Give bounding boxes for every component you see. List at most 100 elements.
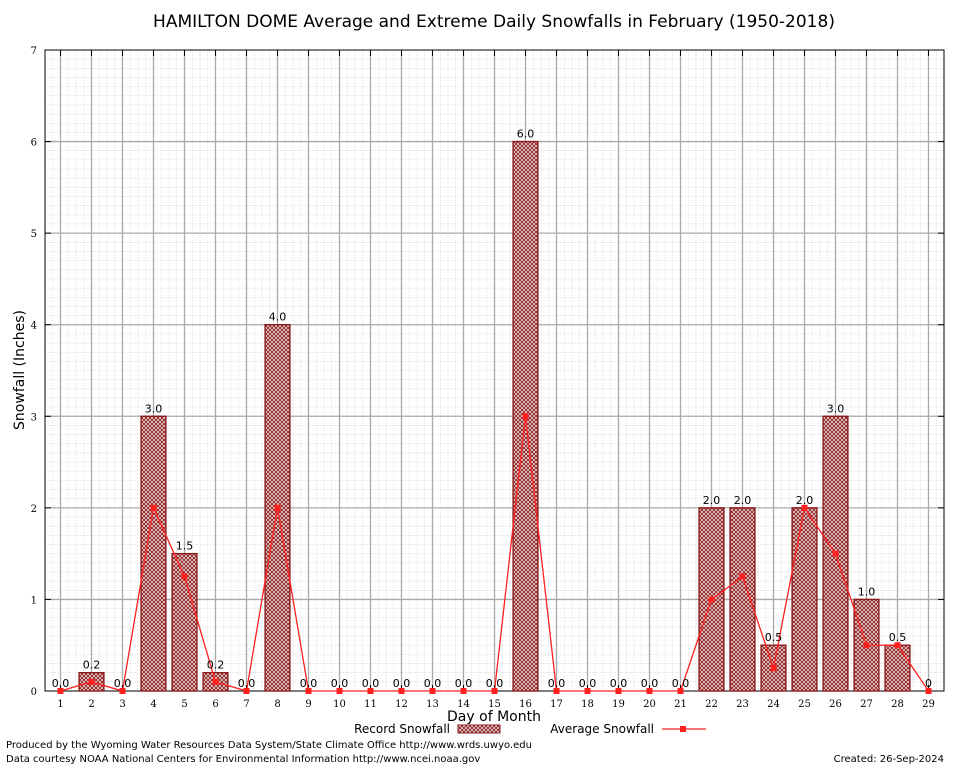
- bar-value-label: 6.0: [517, 128, 535, 141]
- average-point: [367, 688, 374, 694]
- x-tick-label: 18: [581, 699, 594, 710]
- average-point: [181, 573, 188, 580]
- bar-value-label: 0.2: [83, 659, 101, 672]
- x-tick-label: 11: [364, 699, 377, 710]
- bar-value-label: 0.0: [424, 677, 442, 690]
- x-tick-label: 6: [212, 699, 218, 710]
- minor-gridlines: [45, 50, 944, 691]
- average-point: [832, 550, 839, 557]
- bar-value-label: 0.0: [52, 677, 70, 690]
- x-tick-label: 3: [119, 699, 125, 710]
- average-point: [150, 504, 157, 511]
- average-point: [739, 573, 746, 580]
- x-tick-label: 9: [305, 699, 311, 710]
- record-bar: [512, 140, 539, 692]
- x-tick-label: 4: [150, 699, 156, 710]
- average-point: [770, 665, 777, 672]
- x-tick-label: 24: [767, 699, 780, 710]
- bar-value-label: 0.0: [362, 677, 380, 690]
- bar-value-label: 2.0: [734, 494, 752, 507]
- bar-value-label: 0: [925, 677, 932, 690]
- bar-value-label: 0.2: [207, 659, 225, 672]
- average-point: [553, 688, 560, 694]
- legend: Record Snowfall Average Snowfall: [354, 722, 706, 736]
- x-tick-label: 23: [736, 699, 749, 710]
- average-point: [894, 642, 901, 649]
- bar-value-label: 0.0: [393, 677, 411, 690]
- legend-record-label: Record Snowfall: [354, 722, 450, 736]
- bar-value-label: 0.0: [486, 677, 504, 690]
- y-tick-label: 0: [31, 687, 37, 698]
- bar-value-label: 0.5: [889, 631, 907, 644]
- bar-value-label: 3.0: [145, 402, 163, 415]
- bar-value-label: 0.0: [331, 677, 349, 690]
- average-point: [925, 688, 932, 694]
- bar-value-label: 0.0: [579, 677, 597, 690]
- chart-title: HAMILTON DOME Average and Extreme Daily …: [153, 12, 835, 32]
- legend-average-label: Average Snowfall: [550, 722, 654, 736]
- footer-courtesy: Data courtesy NOAA National Centers for …: [6, 754, 480, 765]
- x-tick-label: 2: [88, 699, 94, 710]
- record-snowfall-bars: [78, 140, 911, 692]
- average-point: [336, 688, 343, 694]
- x-tick-label: 17: [550, 699, 563, 710]
- x-tick-label: 15: [488, 699, 501, 710]
- bar-value-label: 0.0: [548, 677, 566, 690]
- bar-value-label: 0.0: [641, 677, 659, 690]
- x-tick-label: 19: [612, 699, 625, 710]
- bar-value-label: 0.5: [765, 631, 783, 644]
- footer-produced-by: Produced by the Wyoming Water Resources …: [6, 740, 532, 751]
- x-tick-label: 10: [333, 699, 346, 710]
- x-tick-label: 25: [798, 699, 811, 710]
- average-point: [460, 688, 467, 694]
- bar-value-label: 0.0: [300, 677, 318, 690]
- average-point: [491, 688, 498, 694]
- bar-value-label: 0.0: [238, 677, 256, 690]
- y-tick-label: 7: [31, 46, 37, 57]
- average-point: [584, 688, 591, 694]
- average-point: [677, 688, 684, 694]
- x-tick-label: 20: [643, 699, 656, 710]
- bar-value-label: 3.0: [827, 402, 845, 415]
- x-tick-label: 16: [519, 699, 532, 710]
- x-tick-label: 26: [829, 699, 842, 710]
- average-point: [88, 678, 95, 685]
- y-tick-label: 3: [31, 412, 37, 423]
- x-tick-label: 7: [243, 699, 249, 710]
- y-tick-label: 5: [31, 229, 37, 240]
- x-tick-label: 27: [860, 699, 873, 710]
- x-tick-label: 21: [674, 699, 687, 710]
- legend-record-swatch: [457, 724, 501, 734]
- average-point: [429, 688, 436, 694]
- average-point: [119, 688, 126, 694]
- bar-value-label: 1.0: [858, 585, 876, 598]
- legend-average-marker: [680, 726, 686, 732]
- average-point: [522, 413, 529, 420]
- bar-value-label: 0.0: [610, 677, 628, 690]
- bar-value-label: 0.0: [455, 677, 473, 690]
- record-bar: [729, 507, 756, 692]
- average-point: [305, 688, 312, 694]
- x-tick-label: 14: [457, 699, 470, 710]
- record-bar: [140, 415, 167, 692]
- y-axis-ticks: 0 1 2 3 4 5 6 7: [31, 46, 944, 698]
- y-axis-label: Snowfall (Inches): [12, 310, 28, 430]
- x-tick-label: 12: [395, 699, 408, 710]
- average-point: [646, 688, 653, 694]
- bar-value-label: 2.0: [796, 494, 814, 507]
- bar-value-label: 4.0: [269, 311, 287, 324]
- footer-created: Created: 26-Sep-2024: [834, 754, 944, 765]
- record-bar: [884, 644, 911, 692]
- average-point: [243, 688, 250, 694]
- average-point: [398, 688, 405, 694]
- bar-value-label: 0.0: [114, 677, 132, 690]
- x-axis-label: Day of Month: [447, 709, 541, 725]
- average-point: [863, 642, 870, 649]
- average-point: [274, 504, 281, 511]
- average-snowfall-line: [57, 413, 932, 694]
- x-tick-label: 5: [181, 699, 187, 710]
- record-bar: [791, 507, 818, 692]
- bar-value-label: 1.5: [176, 540, 194, 553]
- x-tick-label: 1: [57, 699, 63, 710]
